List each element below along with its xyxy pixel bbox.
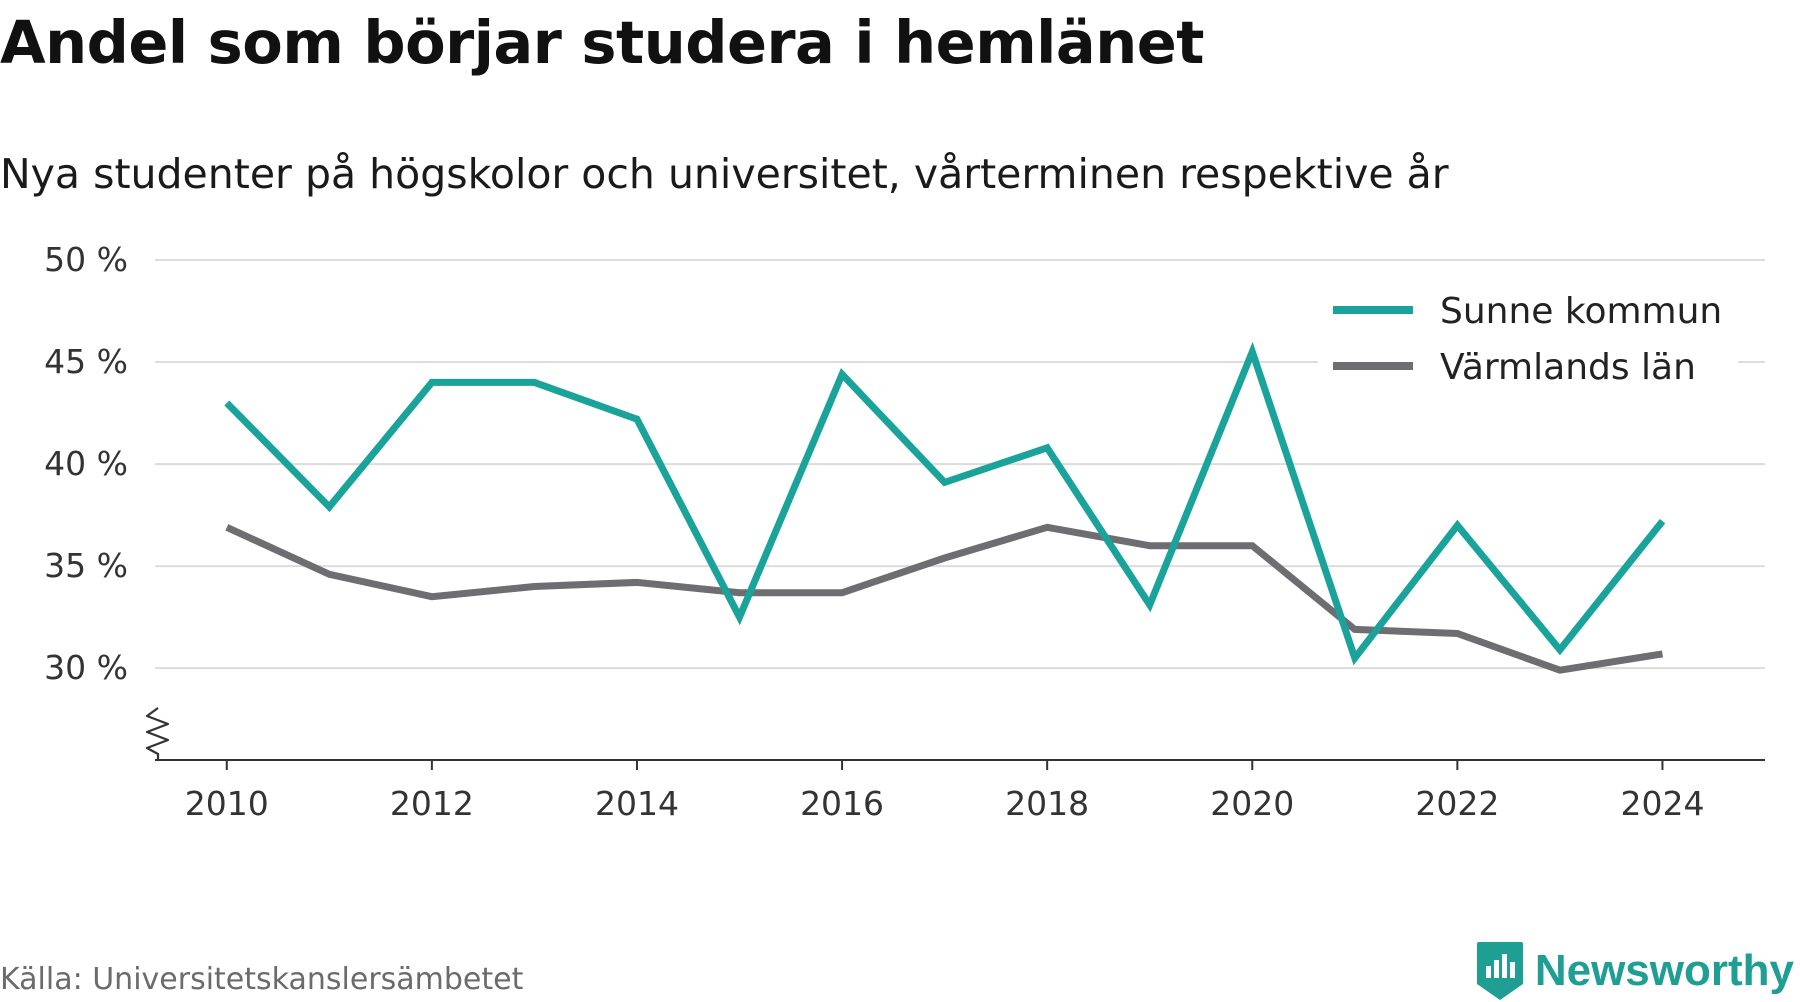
newsworthy-logo-icon xyxy=(1476,942,1523,1000)
chart-title: Andel som börjar studera i hemlänet xyxy=(0,8,1204,77)
x-tick-label: 2014 xyxy=(595,784,679,823)
y-tick-label: 50 % xyxy=(44,240,128,279)
y-tick-label: 35 % xyxy=(44,546,128,585)
x-tick-label: 2018 xyxy=(1005,784,1089,823)
y-tick-label: 45 % xyxy=(44,342,128,381)
legend: Sunne kommun Värmlands län xyxy=(1318,284,1738,390)
axes xyxy=(145,707,1765,761)
series-line-värmlands-län xyxy=(225,523,1664,674)
legend-label-varmlands-lan: Värmlands län xyxy=(1440,347,1696,388)
source-note: Källa: Universitetskanslersämbetet xyxy=(0,962,524,997)
x-tick-label: 2020 xyxy=(1210,784,1294,823)
y-tick-label: 40 % xyxy=(44,444,128,483)
y-axis-break-icon xyxy=(145,707,170,760)
brand-name: Newsworthy xyxy=(1534,946,1794,995)
chart-subtitle: Nya studenter på högskolor och universit… xyxy=(0,150,1449,198)
brand-logo: Newsworthy xyxy=(1475,940,1794,1002)
series-lines xyxy=(224,341,1666,674)
x-tick-label: 2010 xyxy=(185,784,269,823)
x-tick-label: 2022 xyxy=(1415,784,1499,823)
x-tick-label: 2024 xyxy=(1620,784,1704,823)
x-axis-ticks: 2010 2012 2014 2016 2018 2020 2022 2024 xyxy=(185,760,1704,823)
x-tick-label: 2012 xyxy=(390,784,474,823)
series-line-sunne-kommun xyxy=(224,341,1666,666)
legend-background xyxy=(1318,284,1738,390)
x-tick-label: 2016 xyxy=(800,784,884,823)
legend-label-sunne-kommun: Sunne kommun xyxy=(1440,291,1722,332)
y-axis-ticks: 30 % 35 % 40 % 45 % 50 % xyxy=(44,240,128,687)
y-tick-label: 30 % xyxy=(44,648,128,687)
